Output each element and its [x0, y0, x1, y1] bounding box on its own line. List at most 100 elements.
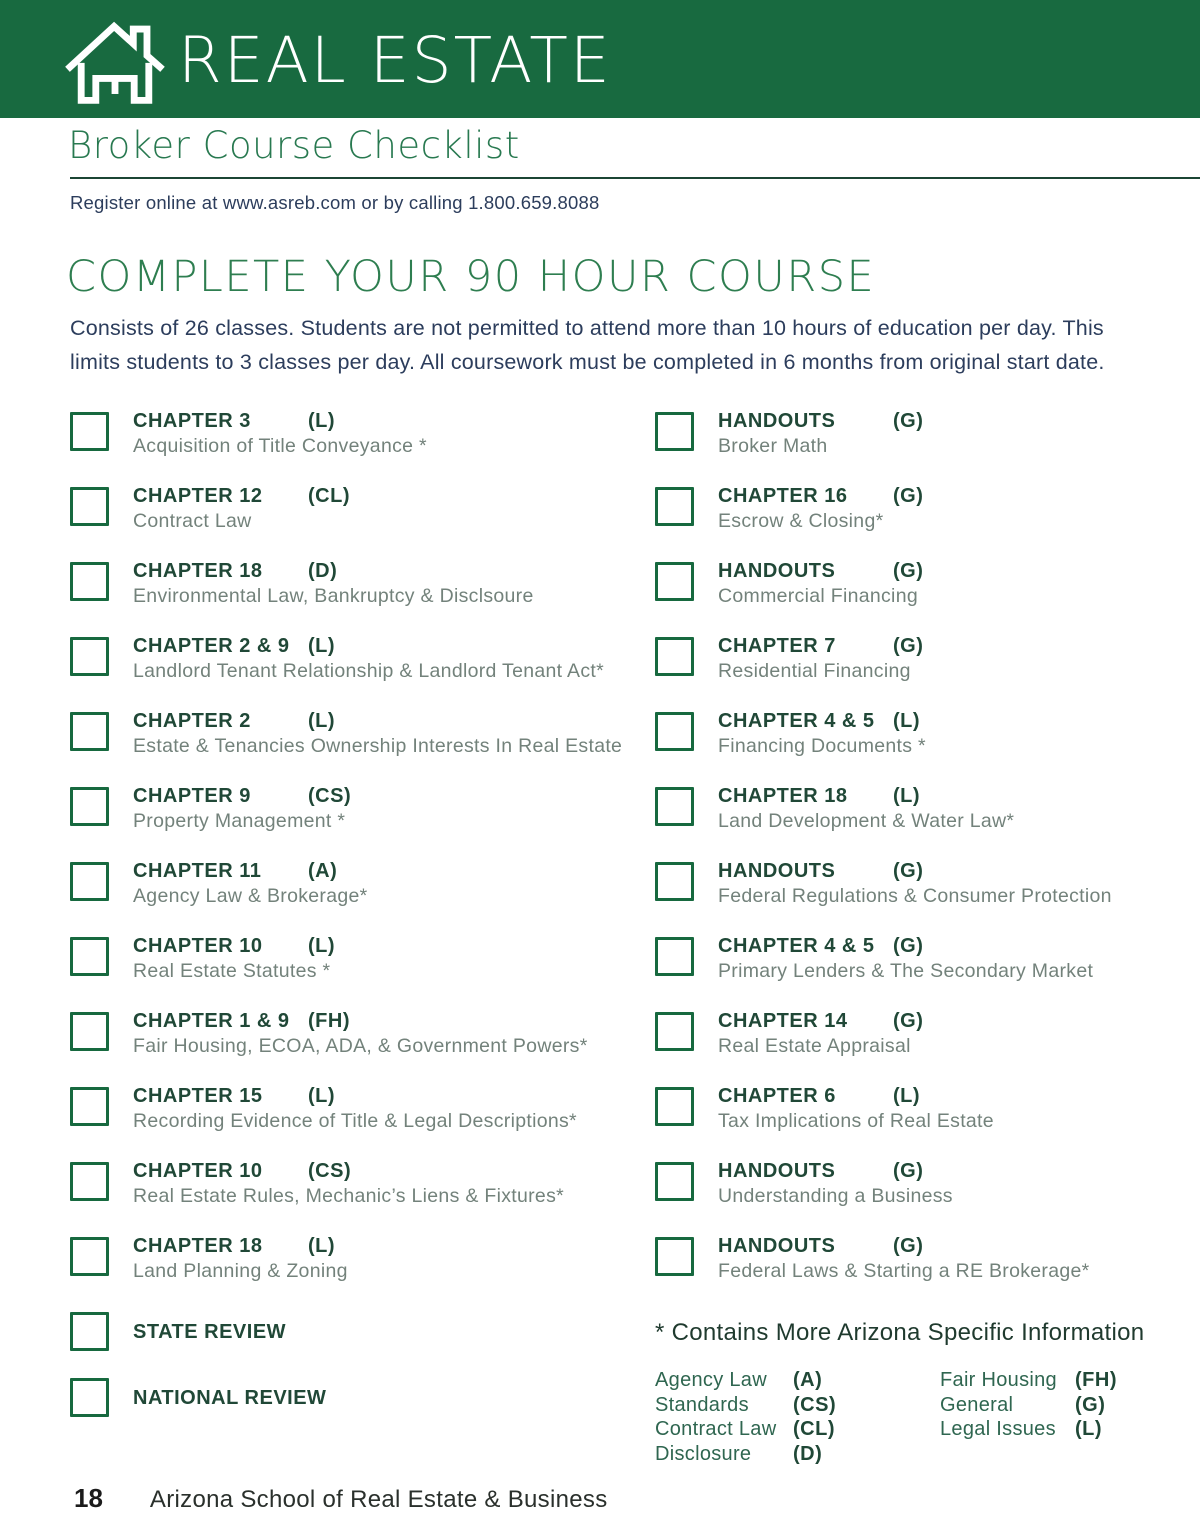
item-checkbox[interactable] [70, 1237, 109, 1276]
item-text: CHAPTER 6 (L) Tax Implications of Real E… [718, 1085, 994, 1133]
legend-label: General [940, 1393, 1014, 1416]
checklist-item: CHAPTER 10 (L) Real Estate Statutes * [70, 935, 655, 983]
checklist-item: CHAPTER 11 (A) Agency Law & Brokerage* [70, 860, 655, 908]
item-subtitle: Fair Housing, ECOA, ADA, & Government Po… [133, 1035, 588, 1057]
item-text: CHAPTER 18 (D) Environmental Law, Bankru… [133, 560, 534, 608]
item-checkbox[interactable] [655, 412, 694, 451]
item-text: CHAPTER 18 (L) Land Planning & Zoning [133, 1235, 348, 1283]
item-subtitle: Broker Math [718, 435, 828, 457]
item-checkbox[interactable] [655, 937, 694, 976]
item-title: CHAPTER 1 & 9 [133, 1010, 290, 1032]
item-checkbox[interactable] [655, 1012, 694, 1051]
item-checkbox[interactable] [70, 862, 109, 901]
item-title: CHAPTER 4 & 5 [718, 935, 875, 957]
item-checkbox[interactable] [655, 1237, 694, 1276]
item-text: HANDOUTS (G) Understanding a Business [718, 1160, 953, 1208]
checklist-item: HANDOUTS (G) Broker Math [655, 410, 1200, 458]
checklist-item: CHAPTER 10 (CS) Real Estate Rules, Mecha… [70, 1160, 655, 1208]
item-text: HANDOUTS (G) Broker Math [718, 410, 923, 458]
item-title: HANDOUTS [718, 1160, 836, 1182]
item-checkbox[interactable] [655, 1162, 694, 1201]
item-text: CHAPTER 2 & 9 (L) Landlord Tenant Relati… [133, 635, 604, 683]
item-checkbox[interactable] [70, 937, 109, 976]
item-checkbox[interactable] [70, 487, 109, 526]
legend-entry: Fair Housing (FH) [940, 1368, 1117, 1393]
checklist-item: CHAPTER 4 & 5 (L) Financing Documents * [655, 710, 1200, 758]
item-subtitle: Real Estate Rules, Mechanic’s Liens & Fi… [133, 1185, 565, 1207]
checklist-item: CHAPTER 4 & 5 (G) Primary Lenders & The … [655, 935, 1200, 983]
item-checkbox[interactable] [70, 412, 109, 451]
legend-entry: Legal Issues (L) [940, 1417, 1117, 1442]
item-text: STATE REVIEW [133, 1310, 308, 1354]
item-checkbox[interactable] [655, 787, 694, 826]
item-subtitle: Recording Evidence of Title & Legal Desc… [133, 1110, 577, 1132]
item-checkbox[interactable] [70, 1012, 109, 1051]
item-subtitle: Federal Laws & Starting a RE Brokerage* [718, 1260, 1090, 1282]
checklist: CHAPTER 3 (L) Acquisition of Title Conve… [70, 410, 1200, 1466]
item-text: CHAPTER 4 & 5 (L) Financing Documents * [718, 710, 926, 758]
item-checkbox[interactable] [655, 712, 694, 751]
item-code: (G) [893, 860, 924, 882]
code-legend: Agency Law (A) Standards (CS) Contract L… [655, 1368, 1200, 1466]
legend-label: Legal Issues [940, 1418, 1056, 1440]
legend-entry: General (G) [940, 1393, 1117, 1418]
checklist-item: CHAPTER 16 (G) Escrow & Closing* [655, 485, 1200, 533]
page-footer: 18 Arizona School of Real Estate & Busin… [74, 1483, 608, 1514]
item-code: (G) [893, 635, 924, 657]
item-subtitle: Land Planning & Zoning [133, 1260, 348, 1282]
item-checkbox[interactable] [70, 562, 109, 601]
item-checkbox[interactable] [655, 487, 694, 526]
item-text: CHAPTER 10 (CS) Real Estate Rules, Mecha… [133, 1160, 564, 1208]
item-subtitle: Agency Law & Brokerage* [133, 885, 368, 907]
checklist-item: CHAPTER 2 & 9 (L) Landlord Tenant Relati… [70, 635, 655, 683]
item-title: CHAPTER 18 [133, 560, 263, 582]
item-checkbox[interactable] [655, 1087, 694, 1126]
item-title: CHAPTER 10 [133, 935, 263, 957]
legend-entry: Disclosure (D) [655, 1442, 940, 1467]
item-code: (CS) [308, 785, 352, 807]
item-title: CHAPTER 14 [718, 1010, 848, 1032]
item-checkbox[interactable] [70, 712, 109, 751]
checklist-item: CHAPTER 18 (L) Land Development & Water … [655, 785, 1200, 833]
item-title: CHAPTER 12 [133, 485, 263, 507]
checklist-item: CHAPTER 15 (L) Recording Evidence of Tit… [70, 1085, 655, 1133]
item-code: (CS) [308, 1160, 352, 1182]
item-checkbox[interactable] [655, 562, 694, 601]
item-code: (L) [308, 1085, 336, 1107]
item-checkbox[interactable] [70, 787, 109, 826]
item-title: CHAPTER 2 [133, 710, 251, 732]
item-subtitle: Environmental Law, Bankruptcy & Disclsou… [133, 585, 534, 607]
item-checkbox[interactable] [70, 1162, 109, 1201]
item-subtitle: Financing Documents * [718, 735, 926, 757]
item-code: (G) [893, 1235, 924, 1257]
legend-label: Contract Law [655, 1418, 777, 1440]
legend-entry: Contract Law (CL) [655, 1417, 940, 1442]
item-checkbox[interactable] [70, 637, 109, 676]
item-code: (FH) [308, 1010, 350, 1032]
checklist-item: STATE REVIEW [70, 1310, 655, 1358]
item-subtitle: Estate & Tenancies Ownership Interests I… [133, 735, 623, 757]
item-checkbox[interactable] [70, 1378, 109, 1417]
legend-code: (CS) [793, 1393, 837, 1416]
checklist-item: CHAPTER 7 (G) Residential Financing [655, 635, 1200, 683]
title-divider [70, 177, 1200, 179]
item-checkbox[interactable] [70, 1312, 109, 1351]
item-text: CHAPTER 4 & 5 (G) Primary Lenders & The … [718, 935, 1093, 983]
legend-code: (CL) [793, 1418, 835, 1440]
item-subtitle: Tax Implications of Real Estate [718, 1110, 994, 1132]
legend-label: Fair Housing [940, 1369, 1057, 1391]
register-line: Register online at www.asreb.com or by c… [70, 192, 600, 213]
item-code: (L) [308, 410, 336, 432]
item-checkbox[interactable] [655, 637, 694, 676]
item-title: CHAPTER 6 [718, 1085, 836, 1107]
item-code: (G) [893, 485, 924, 507]
legend-code: (FH) [1075, 1369, 1117, 1391]
item-code: (A) [308, 860, 338, 882]
legend-entry: Agency Law (A) [655, 1368, 940, 1393]
item-checkbox[interactable] [655, 862, 694, 901]
checklist-item: NATIONAL REVIEW [70, 1376, 655, 1424]
item-checkbox[interactable] [70, 1087, 109, 1126]
item-title: HANDOUTS [718, 410, 836, 432]
item-text: CHAPTER 9 (CS) Property Management * [133, 785, 351, 833]
